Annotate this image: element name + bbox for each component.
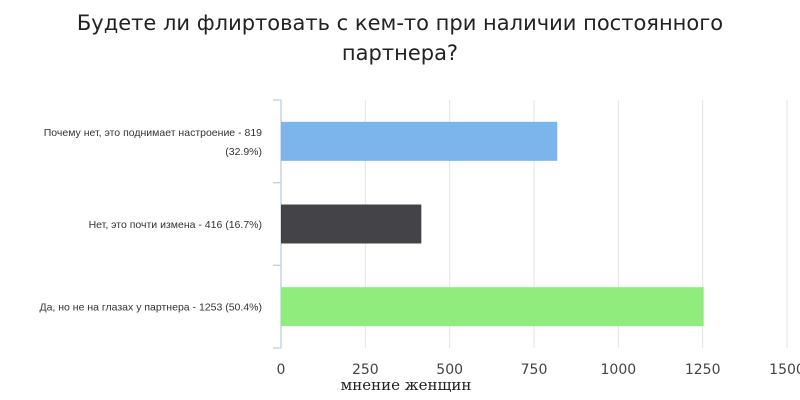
chart-title-line: Будете ли флиртовать с кем-то при наличи…: [77, 11, 723, 35]
x-tick-label: 1250: [685, 362, 721, 378]
x-tick-label: 1000: [601, 362, 637, 378]
category-label: (32.9%): [225, 146, 262, 158]
x-tick-label: 750: [521, 362, 548, 378]
category-label: Почему нет, это поднимает настроение - 8…: [44, 127, 262, 139]
category-labels: Почему нет, это поднимает настроение - 8…: [39, 127, 262, 314]
chart-title-line: партнера?: [342, 41, 458, 65]
category-label: Нет, это почти измена - 416 (16.7%): [89, 219, 262, 231]
bars: [281, 121, 704, 327]
category-label: Да, но не на глазах у партнера - 1253 (5…: [39, 302, 262, 314]
x-tick-label: 500: [436, 362, 463, 378]
chart-title: Будете ли флиртовать с кем-то при наличи…: [77, 11, 723, 65]
x-tick-label: 1500: [769, 362, 800, 378]
bar-0: [281, 121, 558, 161]
x-tick-labels: 0 250 500 750 1000 1250 1500: [277, 362, 800, 378]
x-axis-title: мнение женщин: [341, 376, 472, 394]
x-tick-label: 250: [352, 362, 379, 378]
bar-2: [281, 287, 704, 327]
bar-1: [281, 204, 422, 244]
y-axis: [273, 99, 282, 349]
x-tick-label: 0: [277, 362, 286, 378]
